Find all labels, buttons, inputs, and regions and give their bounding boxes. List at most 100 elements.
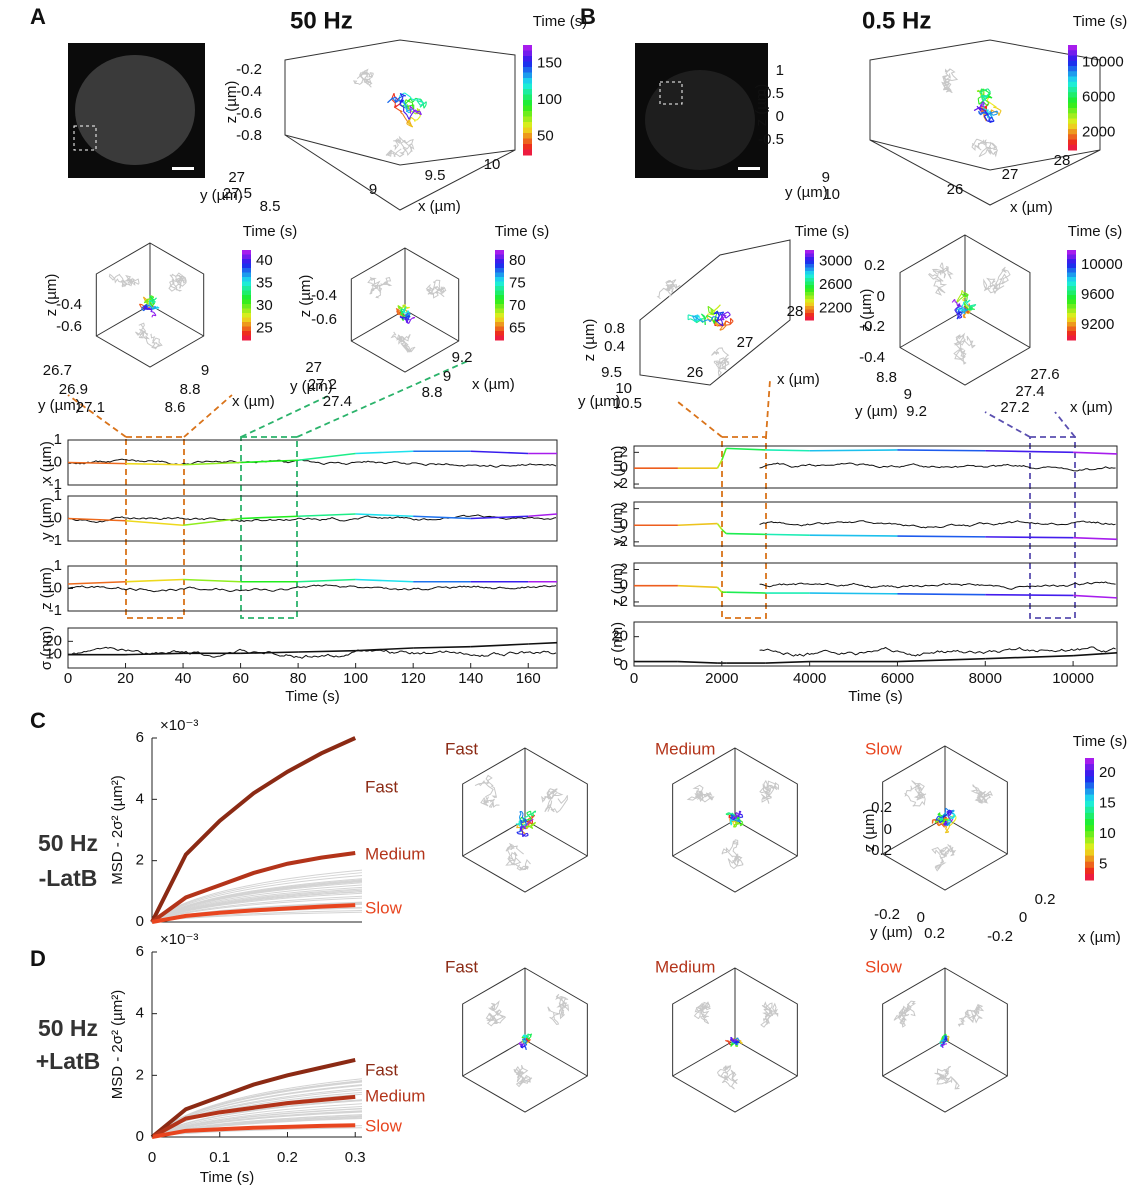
- y-tick-label: 6: [136, 729, 144, 746]
- colorbar-cell: [1085, 819, 1094, 826]
- trace-segment: [957, 302, 958, 306]
- colorbar-cell: [1068, 45, 1077, 51]
- colorbar-tick-label: 9200: [1081, 316, 1114, 333]
- colorbar-cell: [242, 273, 251, 278]
- trace-segment: [968, 300, 970, 301]
- trace-segment: [400, 317, 403, 318]
- y-tick-label: 8.8: [876, 369, 897, 386]
- shadow-trace: [392, 332, 415, 353]
- colorbar-tick-label: 2000: [1082, 123, 1115, 140]
- trace-segment: [413, 516, 471, 518]
- colorbar-tick-label: 35: [256, 275, 273, 292]
- colorbar-cell: [1068, 108, 1077, 114]
- colorbar-cell: [1068, 103, 1077, 109]
- trace-segment: [526, 1048, 527, 1050]
- trace-segment: [527, 833, 528, 835]
- colorbar-cell: [1068, 140, 1077, 146]
- colorbar-tick-label: 40: [256, 252, 273, 269]
- y-tick-label: 2: [136, 852, 144, 869]
- trace-segment: [959, 294, 962, 298]
- colorbar-cell: [1067, 322, 1076, 327]
- axes-edge: [405, 310, 459, 341]
- colorbar-tick-label: 10000: [1082, 53, 1124, 70]
- shadow-trace: [506, 844, 531, 870]
- shadow-trace: [688, 785, 714, 802]
- colorbar-cell: [495, 268, 504, 273]
- curve-label: Medium: [365, 1086, 425, 1105]
- y-tick-label: 0.2: [924, 925, 945, 942]
- trace-segment: [942, 1047, 943, 1048]
- axes-frame: [68, 628, 557, 668]
- colorbar-cell: [523, 122, 532, 128]
- x-tick-label: 27: [737, 334, 754, 351]
- shadow-trace: [894, 1001, 915, 1027]
- trace-segment: [956, 817, 957, 819]
- cube-title: Slow: [865, 739, 903, 758]
- y-axis-label: z (µm): [38, 567, 55, 610]
- trace-segment: [126, 521, 184, 526]
- trace-segment: [949, 826, 950, 828]
- trace-segment: [981, 95, 986, 96]
- colorbar-cell: [1067, 327, 1076, 332]
- nucleus: [75, 55, 195, 165]
- figure: ABCD50 Hz0.5 Hz50 Hz-LatB50 Hz+LatB-0.2-…: [0, 0, 1136, 1187]
- trace-segment: [530, 1037, 531, 1038]
- colorbar-cell: [495, 313, 504, 318]
- x-tick-label: 27.6: [1030, 366, 1059, 383]
- colorbar-cell: [1085, 789, 1094, 796]
- colorbar-label: Time (s): [495, 223, 549, 240]
- x-tick-label: 4000: [793, 670, 826, 687]
- shadow-trace: [542, 789, 568, 813]
- colorbar-label: Time (s): [243, 223, 297, 240]
- trace-segment: [985, 595, 1073, 596]
- trace-segment: [126, 580, 184, 582]
- colorbar-cell: [805, 268, 814, 272]
- y-axis-label: y (µm): [38, 397, 81, 414]
- scale-bar: [738, 167, 760, 170]
- trace-segment: [726, 448, 766, 450]
- trace-segment: [408, 101, 412, 102]
- colorbar-cell: [523, 100, 532, 106]
- x-axis-label: x (µm): [1010, 199, 1053, 216]
- x-tick-label: 9: [369, 181, 377, 198]
- condition-label: 50 Hz: [38, 830, 98, 856]
- trace-segment: [356, 580, 414, 582]
- y-axis-label: z (µm): [609, 563, 626, 606]
- trace-segment: [997, 108, 1001, 111]
- trace-segment: [736, 825, 737, 827]
- reference-trace: [68, 647, 556, 658]
- colorbar-cell: [1085, 868, 1094, 875]
- trace-segment: [952, 299, 954, 302]
- colorbar-cell: [495, 255, 504, 260]
- z-tick-label: -0.2: [236, 61, 262, 78]
- scale-bar: [172, 167, 194, 170]
- axes-edge: [965, 310, 1030, 348]
- z-tick-label: -0.5: [758, 131, 784, 148]
- trace-segment: [298, 580, 356, 582]
- curve-label: Fast: [365, 777, 398, 796]
- z-tick-label: -0.8: [236, 127, 262, 144]
- trace-segment: [947, 1036, 948, 1037]
- trace-segment: [407, 115, 409, 120]
- z-tick-label: 0.8: [604, 320, 625, 337]
- trace-segment: [988, 89, 991, 92]
- trace-segment: [154, 312, 155, 314]
- trace-segment: [985, 656, 1073, 659]
- axes-edge: [525, 1040, 587, 1076]
- colorbar-tick-label: 70: [509, 297, 526, 314]
- trace-segment: [183, 580, 241, 582]
- x-tick-label: 8.8: [422, 384, 443, 401]
- shadow-trace: [929, 263, 952, 295]
- y-tick-label: 9: [904, 386, 912, 403]
- x-tick-label: -0.2: [987, 928, 1013, 945]
- colorbar-cell: [1085, 801, 1094, 808]
- colorbar-label: Time (s): [1068, 223, 1122, 240]
- colorbar-cell: [1085, 825, 1094, 832]
- y-tick-label: 0: [136, 1128, 144, 1145]
- colorbar-cell: [1068, 124, 1077, 130]
- z-tick-label: 0.2: [864, 257, 885, 274]
- trace-segment: [897, 450, 985, 451]
- trace-segment: [690, 319, 693, 320]
- x-tick-label: 80: [290, 670, 307, 687]
- trace-segment: [973, 304, 976, 305]
